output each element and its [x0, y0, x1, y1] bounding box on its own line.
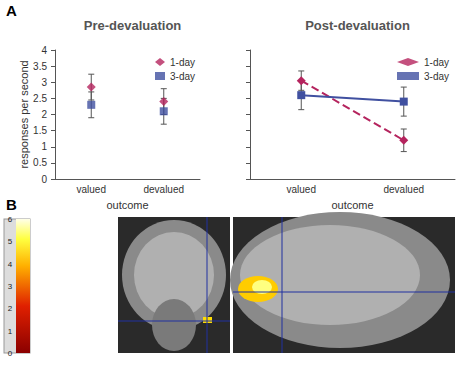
svg-text:3.5: 3.5: [33, 61, 47, 72]
svg-text:2: 2: [8, 304, 13, 313]
svg-text:3: 3: [8, 282, 13, 291]
svg-text:4: 4: [41, 45, 47, 56]
svg-text:0.5: 0.5: [33, 157, 47, 168]
html-text:B: B: [6, 196, 17, 213]
svg-text:devalued: devalued: [383, 184, 424, 195]
svg-text:Post-devaluation: Post-devaluation: [305, 18, 410, 33]
svg-text:devalued: devalued: [143, 184, 184, 195]
svg-text:3: 3: [41, 77, 47, 88]
svg-text:3-day: 3-day: [424, 71, 449, 82]
svg-text:6: 6: [8, 215, 13, 224]
svg-text:0: 0: [8, 349, 13, 358]
svg-text:5: 5: [8, 237, 13, 246]
svg-text:outcome: outcome: [331, 199, 373, 211]
svg-text:1-day: 1-day: [424, 57, 449, 68]
svg-text:Pre-devaluation: Pre-devaluation: [84, 18, 182, 33]
svg-text:1: 1: [41, 141, 47, 152]
svg-text:valued: valued: [287, 184, 316, 195]
svg-text:2: 2: [41, 109, 47, 120]
svg-text:outcome: outcome: [106, 199, 148, 211]
svg-text:valued: valued: [77, 184, 106, 195]
svg-text:2.5: 2.5: [33, 93, 47, 104]
svg-text:responses per second: responses per second: [18, 60, 30, 168]
svg-text:4: 4: [8, 260, 13, 269]
svg-text:3-day: 3-day: [170, 71, 195, 82]
svg-text:1: 1: [8, 327, 13, 336]
svg-text:0: 0: [41, 174, 47, 185]
svg-text:1-day: 1-day: [170, 57, 195, 68]
svg-text:1.5: 1.5: [33, 125, 47, 136]
html-text:A: A: [6, 2, 17, 19]
